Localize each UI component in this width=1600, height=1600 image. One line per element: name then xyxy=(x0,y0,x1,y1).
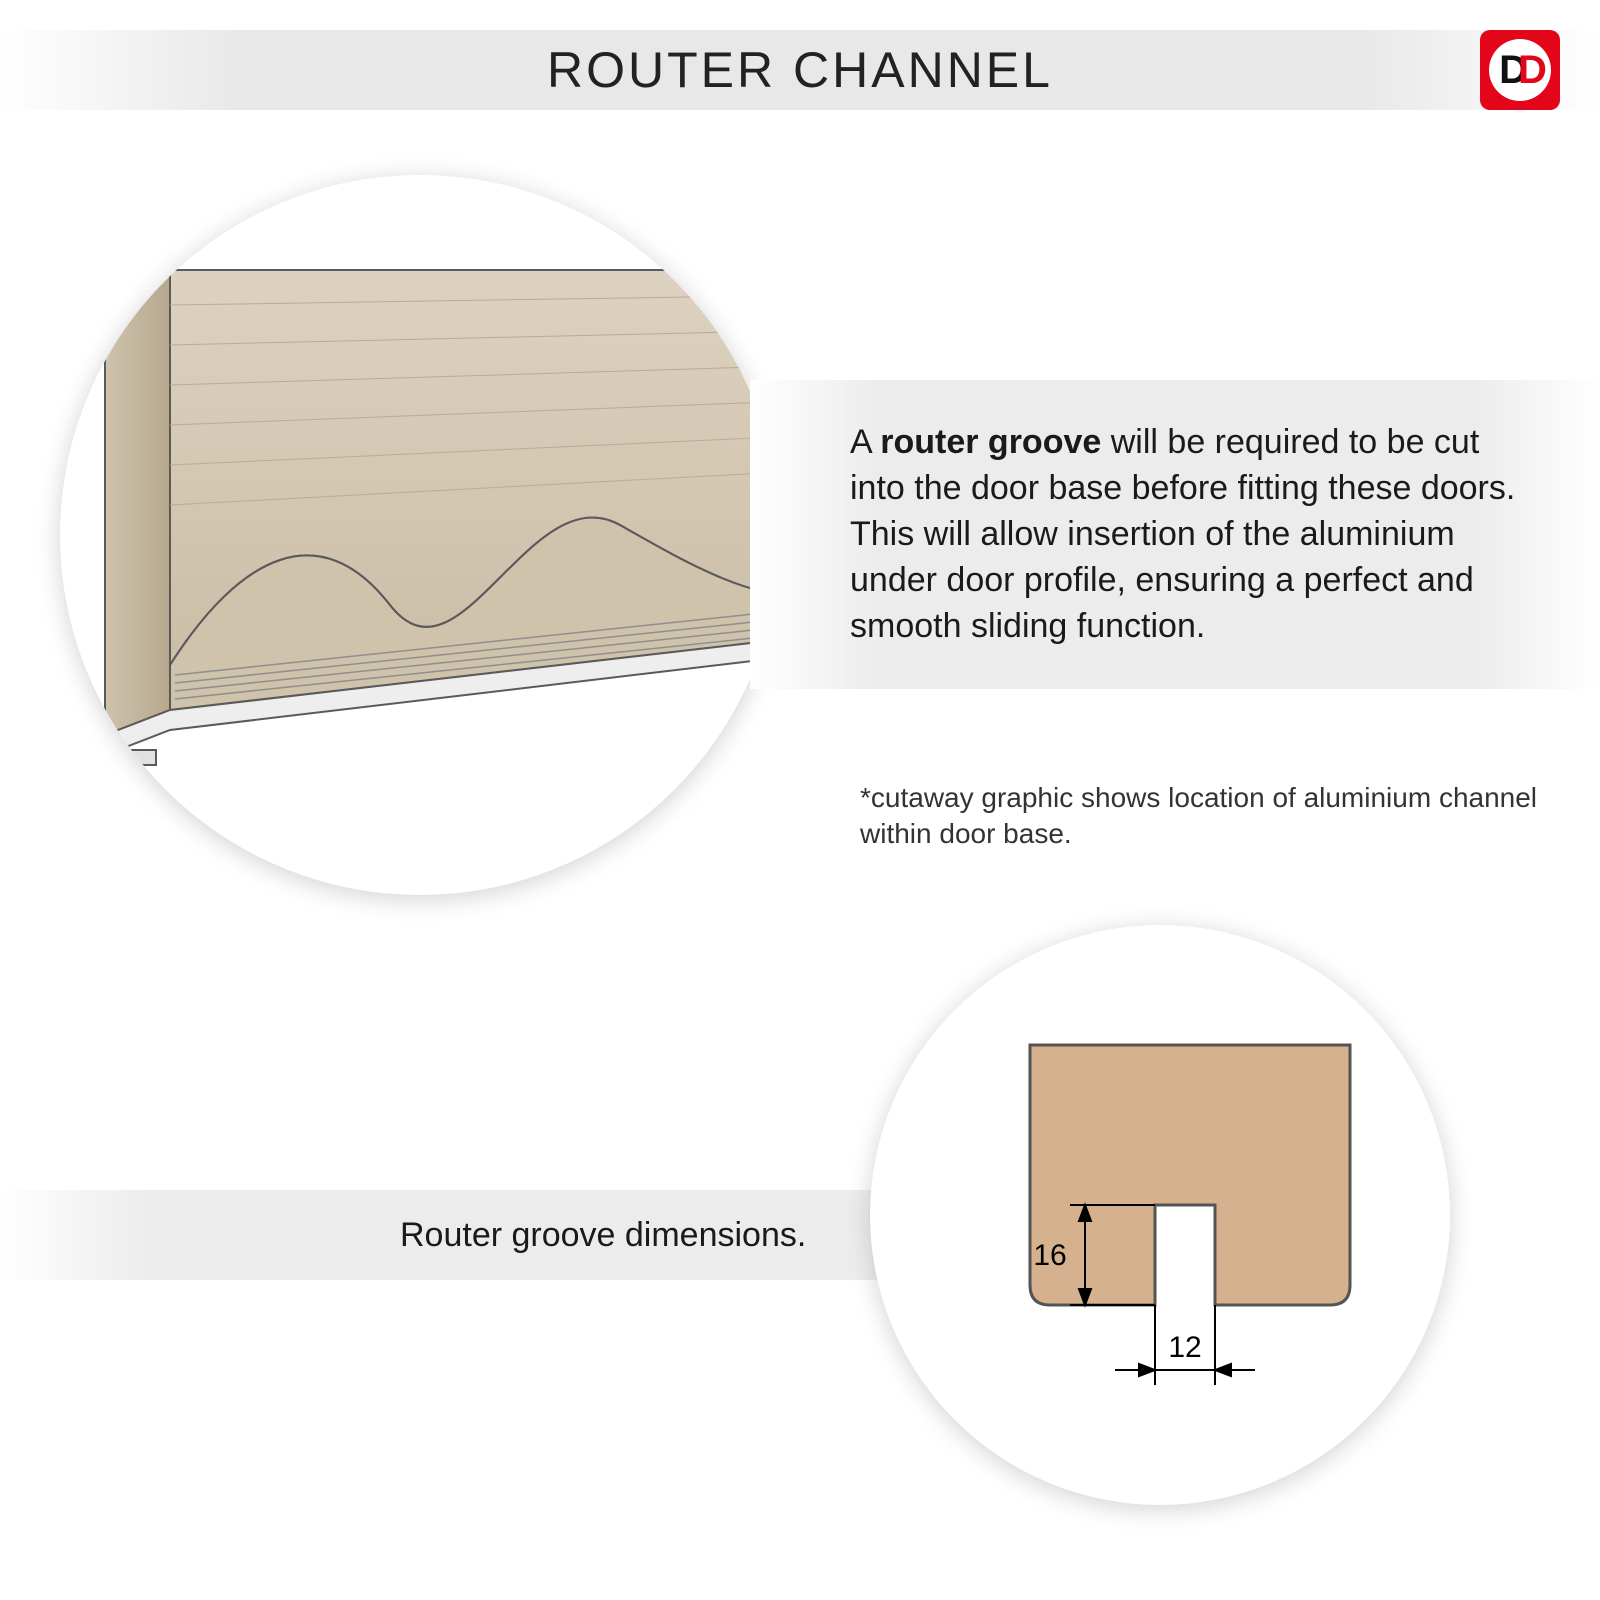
description-bar: A router groove will be required to be c… xyxy=(750,380,1600,689)
title-bar: ROUTER CHANNEL xyxy=(0,30,1600,110)
description-bold: router groove xyxy=(880,423,1101,461)
dimensions-label-bar: Router groove dimensions. xyxy=(0,1190,1000,1280)
cutaway-illustration xyxy=(60,175,780,895)
footnote-text: *cutaway graphic shows location of alumi… xyxy=(860,780,1560,853)
description-text: A router groove will be required to be c… xyxy=(850,420,1530,649)
dimensions-label: Router groove dimensions. xyxy=(400,1216,806,1255)
door-cross-section xyxy=(1030,1045,1350,1305)
logo-d2: D xyxy=(1518,48,1541,93)
depth-dimension: 16 xyxy=(1033,1239,1066,1272)
description-prefix: A xyxy=(850,423,880,461)
logo-letters: DD xyxy=(1489,39,1551,101)
cross-section-svg: 16 12 xyxy=(870,925,1450,1505)
page-title: ROUTER CHANNEL xyxy=(547,41,1053,99)
cutaway-svg xyxy=(60,175,780,895)
width-dimension: 12 xyxy=(1168,1331,1201,1364)
cross-section-illustration: 16 12 xyxy=(870,925,1450,1505)
brand-logo: DD xyxy=(1480,30,1560,110)
